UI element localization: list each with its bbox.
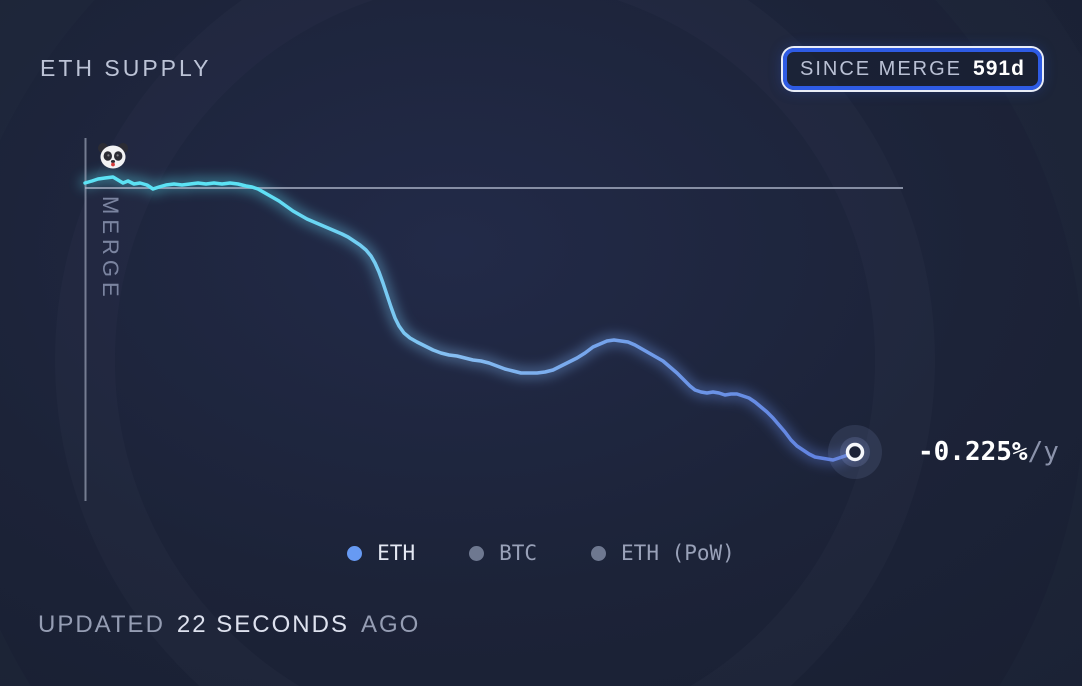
supply-growth-rate: -0.225%/y	[918, 437, 1059, 467]
merge-axis-label: MERGE	[98, 196, 123, 302]
btc-dot-icon	[469, 545, 485, 561]
legend-item-eth[interactable]: ETH	[347, 541, 415, 565]
rate-value: -0.225%	[918, 437, 1028, 467]
supply-line	[83, 175, 857, 462]
rate-suffix: /y	[1027, 437, 1059, 467]
eth-pow-dot-icon	[591, 545, 607, 561]
timeframe-button[interactable]: SINCE MERGE 591d	[783, 48, 1042, 90]
legend-label: ETH	[377, 541, 416, 565]
supply-line-glow	[80, 172, 860, 465]
legend-item-eth-pow[interactable]: ETH (PoW)	[591, 541, 735, 565]
eth-dot-icon	[347, 545, 363, 561]
chart-legend: ETH BTC ETH (PoW)	[0, 541, 1082, 565]
updated-time: 22 SECONDS	[176, 611, 349, 638]
legend-item-btc[interactable]: BTC	[469, 541, 537, 565]
endpoint-marker	[845, 442, 865, 462]
timeframe-value: 591d	[973, 57, 1025, 80]
updated-status: UPDATED 22 SECONDS AGO	[38, 611, 420, 639]
page-title: ETH SUPPLY	[40, 55, 212, 81]
panda-icon	[98, 143, 128, 169]
legend-label: ETH (PoW)	[621, 541, 735, 565]
legend-label: BTC	[499, 541, 538, 565]
updated-suffix: AGO	[360, 611, 421, 638]
updated-prefix: UPDATED	[38, 611, 165, 638]
timeframe-label: SINCE MERGE	[800, 57, 963, 80]
